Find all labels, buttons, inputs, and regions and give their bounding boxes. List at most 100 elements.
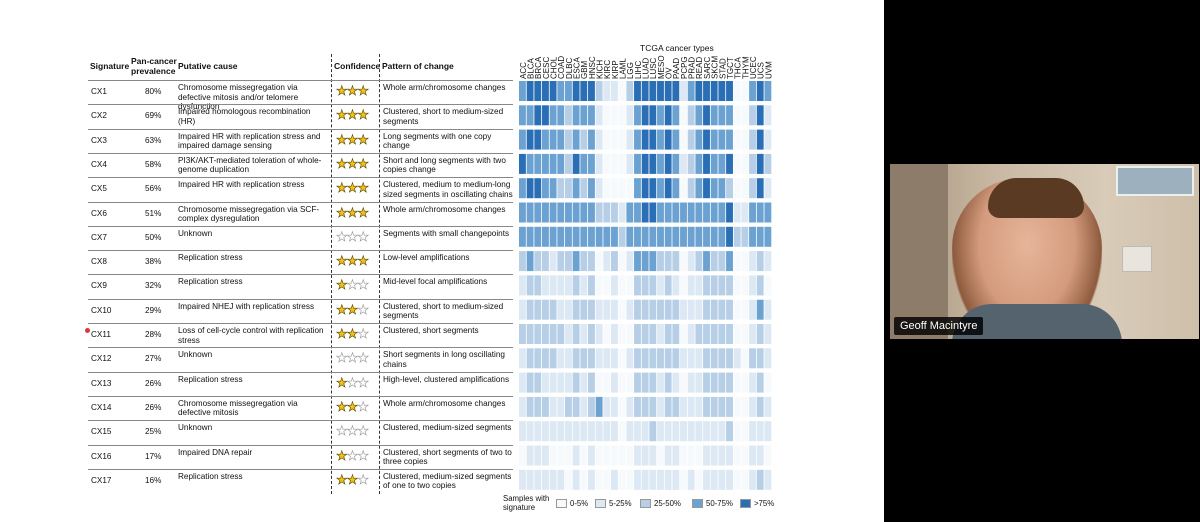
participant-video-tile[interactable]: Geoff Macintyre <box>890 164 1199 339</box>
heatmap-cell <box>703 396 710 417</box>
heatmap-cell <box>680 105 687 126</box>
heatmap-cell <box>534 372 542 393</box>
heatmap-cell <box>588 202 595 223</box>
heatmap-cell <box>695 421 703 442</box>
legend-bin-label: 50-75% <box>706 499 733 508</box>
heatmap-cell <box>519 396 526 417</box>
confidence-stars: ★★★ <box>336 351 370 367</box>
heatmap-cell <box>749 299 756 320</box>
pattern-of-change: Clustered, medium to medium-long sized s… <box>383 180 513 199</box>
heatmap-cell <box>611 348 618 369</box>
star-filled-icon: ★ <box>346 181 358 197</box>
heatmap-cell <box>718 226 726 247</box>
confidence-stars: ★★★ <box>336 181 370 197</box>
star-filled-icon: ★ <box>357 132 369 148</box>
legend-item: 0-5% <box>556 499 588 509</box>
star-empty-icon: ★ <box>336 424 348 440</box>
heatmap-cell <box>565 105 572 126</box>
heatmap-cell <box>718 81 726 101</box>
cancer-type-label: PRAD <box>688 57 697 79</box>
signature-id: CX17 <box>91 475 112 485</box>
heatmap-cell <box>695 226 703 247</box>
heatmap-cell <box>687 251 695 272</box>
heatmap-cell <box>519 81 526 101</box>
heatmap-cell <box>718 202 726 223</box>
signature-id: CX2 <box>91 111 107 121</box>
heatmap-cell <box>641 153 649 174</box>
heatmap-cell <box>603 105 611 126</box>
heatmap-cell <box>764 81 772 101</box>
heatmap-cell <box>756 129 764 150</box>
wall-socket <box>1122 246 1152 272</box>
heatmap-cell <box>588 396 595 417</box>
heatmap-cell <box>657 105 664 126</box>
heatmap-cell <box>549 226 557 247</box>
heatmap-cell <box>687 202 695 223</box>
heatmap-cell <box>542 129 549 150</box>
heatmap-cell <box>526 445 534 466</box>
heatmap-cell <box>749 324 756 344</box>
heatmap-cell <box>710 153 718 174</box>
heatmap-cell <box>595 445 603 466</box>
heatmap-cell <box>526 105 534 126</box>
heatmap-cell <box>603 469 611 490</box>
heatmap-cell <box>756 396 764 417</box>
confidence-stars: ★★★ <box>336 473 370 488</box>
heatmap-cell <box>710 81 718 101</box>
heatmap-cell <box>718 372 726 393</box>
heatmap-cell <box>572 105 580 126</box>
heatmap-cell <box>519 372 526 393</box>
heatmap-cell <box>580 275 588 296</box>
heatmap-cell <box>749 129 756 150</box>
heatmap-cell <box>549 81 557 101</box>
heatmap-cell <box>603 372 611 393</box>
header-pattern: Pattern of change <box>382 61 454 71</box>
heatmap-cell <box>534 105 542 126</box>
heatmap-cell <box>649 445 657 466</box>
heatmap-cell <box>641 178 649 199</box>
heatmap-cell <box>595 129 603 150</box>
heatmap-cell <box>672 226 680 247</box>
putative-cause: Loss of cell-cycle control with replicat… <box>178 326 324 345</box>
heatmap-cell <box>641 372 649 393</box>
star-empty-icon: ★ <box>336 351 348 367</box>
pattern-of-change: Whole arm/chromosome changes <box>383 398 506 408</box>
heatmap-cell <box>726 324 733 344</box>
heatmap-cell <box>634 275 641 296</box>
prevalence-value: 50% <box>145 232 162 242</box>
legend-bin-label: 25-50% <box>654 499 681 508</box>
heatmap-cell <box>664 421 672 442</box>
prevalence-value: 80% <box>145 87 162 96</box>
heatmap-cell <box>634 324 641 344</box>
heatmap-cell <box>749 81 756 101</box>
legend-swatch <box>595 499 606 509</box>
heatmap-cell <box>565 348 572 369</box>
heatmap-cell <box>557 81 565 101</box>
heatmap-cell <box>726 275 733 296</box>
heatmap-cell <box>756 469 764 490</box>
heatmap-cell <box>588 324 595 344</box>
heatmap-cell <box>741 275 749 296</box>
heatmap-cell <box>687 226 695 247</box>
heatmap-cell <box>649 153 657 174</box>
heatmap-cell <box>672 81 680 101</box>
heatmap-cell <box>756 324 764 344</box>
heatmap-cell <box>618 324 626 344</box>
heatmap-cell <box>595 348 603 369</box>
heatmap-cell <box>756 372 764 393</box>
row-divider <box>88 395 513 397</box>
heatmap-cell <box>664 105 672 126</box>
heatmap-cell <box>572 348 580 369</box>
heatmap-cell <box>526 226 534 247</box>
heatmap-cell <box>764 178 772 199</box>
putative-cause: PI3K/AKT-mediated toleration of whole-ge… <box>178 155 322 175</box>
heatmap-cell <box>657 348 664 369</box>
heatmap-cell <box>672 299 680 320</box>
prevalence-value: 56% <box>145 184 162 194</box>
heatmap-cell <box>565 226 572 247</box>
heatmap-cell <box>649 202 657 223</box>
heatmap-cell <box>549 421 557 442</box>
star-filled-icon: ★ <box>346 254 358 270</box>
heatmap-cell <box>603 421 611 442</box>
heatmap-cell <box>557 251 565 272</box>
